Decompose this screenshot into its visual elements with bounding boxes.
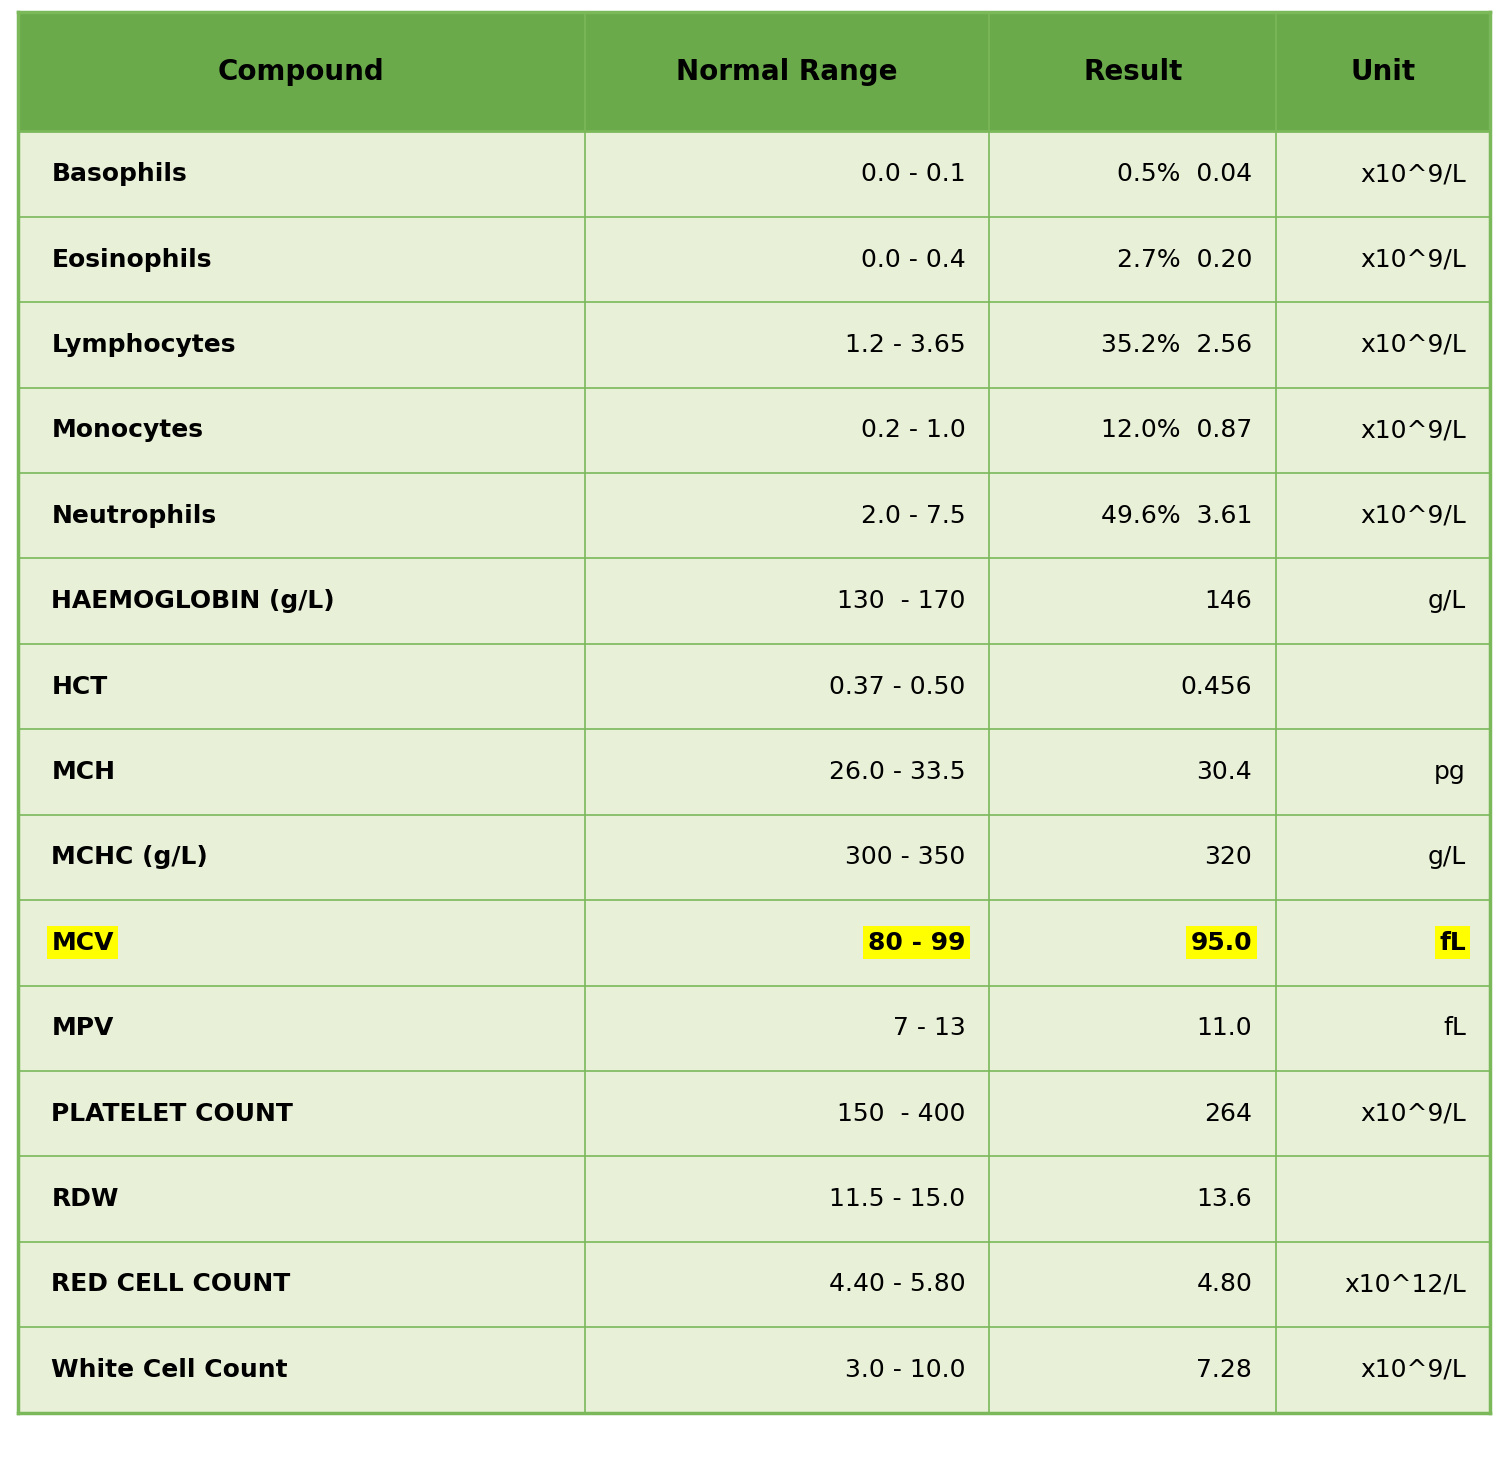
Text: 12.0%  0.87: 12.0% 0.87 <box>1101 419 1252 442</box>
Text: 1.2 - 3.65: 1.2 - 3.65 <box>844 333 965 356</box>
Text: pg: pg <box>1434 761 1466 784</box>
Bar <box>18 12 1490 131</box>
Bar <box>18 302 1490 387</box>
Text: 35.2%  2.56: 35.2% 2.56 <box>1101 333 1252 356</box>
Bar <box>18 131 1490 216</box>
Text: PLATELET COUNT: PLATELET COUNT <box>51 1102 293 1126</box>
Text: 4.80: 4.80 <box>1196 1273 1252 1296</box>
Text: x10^9/L: x10^9/L <box>1360 504 1466 527</box>
Text: Compound: Compound <box>219 57 385 86</box>
Text: fL: fL <box>1443 1016 1466 1040</box>
Text: 4.40 - 5.80: 4.40 - 5.80 <box>829 1273 965 1296</box>
Text: 49.6%  3.61: 49.6% 3.61 <box>1101 504 1252 527</box>
Bar <box>18 559 1490 644</box>
Text: 0.5%  0.04: 0.5% 0.04 <box>1117 162 1252 185</box>
Bar <box>18 644 1490 730</box>
Text: 0.456: 0.456 <box>1181 675 1252 698</box>
Text: x10^9/L: x10^9/L <box>1360 333 1466 356</box>
Text: 0.0 - 0.4: 0.0 - 0.4 <box>861 248 965 272</box>
Text: fL: fL <box>1439 931 1466 955</box>
Text: 0.37 - 0.50: 0.37 - 0.50 <box>829 675 965 698</box>
Text: Eosinophils: Eosinophils <box>51 248 211 272</box>
Bar <box>18 1241 1490 1327</box>
Text: 80 - 99: 80 - 99 <box>869 931 965 955</box>
Bar <box>18 815 1490 899</box>
Bar <box>18 387 1490 473</box>
Text: 30.4: 30.4 <box>1197 761 1252 784</box>
Text: 300 - 350: 300 - 350 <box>844 845 965 869</box>
Text: 7.28: 7.28 <box>1196 1358 1252 1381</box>
Text: Unit: Unit <box>1351 57 1416 86</box>
Bar <box>18 899 1490 986</box>
Bar <box>18 986 1490 1072</box>
Text: x10^9/L: x10^9/L <box>1360 162 1466 185</box>
Text: 7 - 13: 7 - 13 <box>893 1016 965 1040</box>
Bar <box>18 473 1490 558</box>
Text: Normal Range: Normal Range <box>677 57 897 86</box>
Text: Monocytes: Monocytes <box>51 419 204 442</box>
Text: 264: 264 <box>1205 1102 1252 1126</box>
Text: 26.0 - 33.5: 26.0 - 33.5 <box>829 761 965 784</box>
Text: HCT: HCT <box>51 675 107 698</box>
Text: 95.0: 95.0 <box>1191 931 1252 955</box>
Text: Neutrophils: Neutrophils <box>51 504 216 527</box>
Text: 3.0 - 10.0: 3.0 - 10.0 <box>844 1358 965 1381</box>
Text: 2.7%  0.20: 2.7% 0.20 <box>1117 248 1252 272</box>
Text: HAEMOGLOBIN (g/L): HAEMOGLOBIN (g/L) <box>51 590 335 613</box>
Text: 130  - 170: 130 - 170 <box>837 590 965 613</box>
Text: RDW: RDW <box>51 1187 119 1210</box>
Text: 150  - 400: 150 - 400 <box>837 1102 965 1126</box>
Text: x10^9/L: x10^9/L <box>1360 1102 1466 1126</box>
Text: x10^9/L: x10^9/L <box>1360 419 1466 442</box>
Text: 2.0 - 7.5: 2.0 - 7.5 <box>861 504 965 527</box>
Bar <box>18 1156 1490 1241</box>
Text: 11.0: 11.0 <box>1197 1016 1252 1040</box>
Bar <box>18 216 1490 302</box>
Text: MPV: MPV <box>51 1016 113 1040</box>
Text: 11.5 - 15.0: 11.5 - 15.0 <box>829 1187 965 1210</box>
Text: x10^9/L: x10^9/L <box>1360 1358 1466 1381</box>
Text: RED CELL COUNT: RED CELL COUNT <box>51 1273 291 1296</box>
Text: White Cell Count: White Cell Count <box>51 1358 288 1381</box>
Bar <box>18 1327 1490 1413</box>
Text: 0.2 - 1.0: 0.2 - 1.0 <box>861 419 965 442</box>
Text: x10^9/L: x10^9/L <box>1360 248 1466 272</box>
Text: MCHC (g/L): MCHC (g/L) <box>51 845 208 869</box>
Text: g/L: g/L <box>1428 590 1466 613</box>
Text: g/L: g/L <box>1428 845 1466 869</box>
Text: 0.0 - 0.1: 0.0 - 0.1 <box>861 162 965 185</box>
Text: 146: 146 <box>1205 590 1252 613</box>
Text: MCV: MCV <box>51 931 113 955</box>
Text: 13.6: 13.6 <box>1197 1187 1252 1210</box>
Bar <box>18 1072 1490 1156</box>
Text: x10^12/L: x10^12/L <box>1344 1273 1466 1296</box>
Text: Basophils: Basophils <box>51 162 187 185</box>
Text: Lymphocytes: Lymphocytes <box>51 333 235 356</box>
Text: 320: 320 <box>1205 845 1252 869</box>
Bar <box>18 730 1490 815</box>
Text: Result: Result <box>1083 57 1182 86</box>
Text: MCH: MCH <box>51 761 115 784</box>
